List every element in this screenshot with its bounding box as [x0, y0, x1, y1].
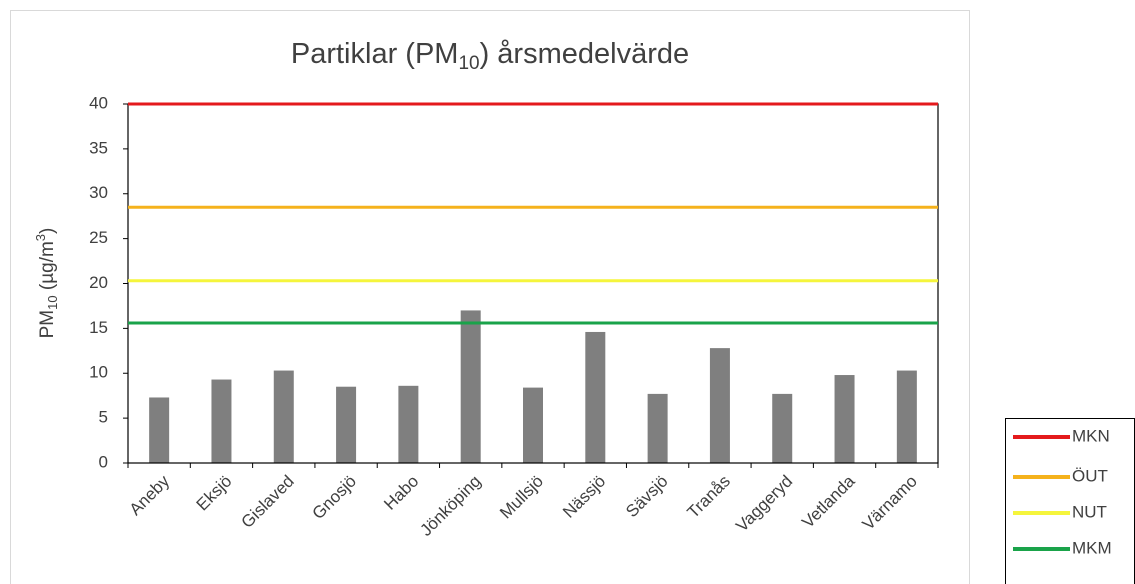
bar: [336, 386, 357, 463]
bar: [273, 370, 294, 463]
bar: [398, 385, 419, 463]
bar: [896, 370, 917, 463]
bar: [149, 397, 170, 463]
y-tick-label: 5: [99, 408, 108, 427]
y-tick-label: 40: [89, 93, 108, 112]
y-tick-label: 20: [89, 273, 108, 292]
y-tick-label: 35: [89, 138, 108, 157]
bar: [772, 393, 793, 463]
bar: [709, 348, 730, 463]
bar: [647, 393, 668, 463]
bar: [585, 331, 606, 463]
bar: [834, 375, 855, 463]
chart-title: Partiklar (PM10) årsmedelvärde: [291, 38, 689, 74]
bar: [460, 310, 481, 463]
legend-label: MKM: [1072, 538, 1112, 557]
chart-frame: [10, 10, 970, 584]
y-axis-label: PM10 (µg/m3): [33, 228, 60, 339]
legend-box: [1005, 418, 1135, 584]
y-tick-label: 15: [89, 318, 108, 337]
y-tick-label: 30: [89, 183, 108, 202]
bar: [523, 387, 543, 463]
y-tick-label: 0: [99, 452, 108, 471]
legend-label: ÖUT: [1072, 466, 1108, 485]
bar: [211, 379, 232, 463]
y-tick-label: 10: [89, 363, 108, 382]
legend-label: NUT: [1072, 502, 1107, 521]
legend-label: MKN: [1072, 426, 1110, 445]
y-tick-label: 25: [89, 228, 108, 247]
